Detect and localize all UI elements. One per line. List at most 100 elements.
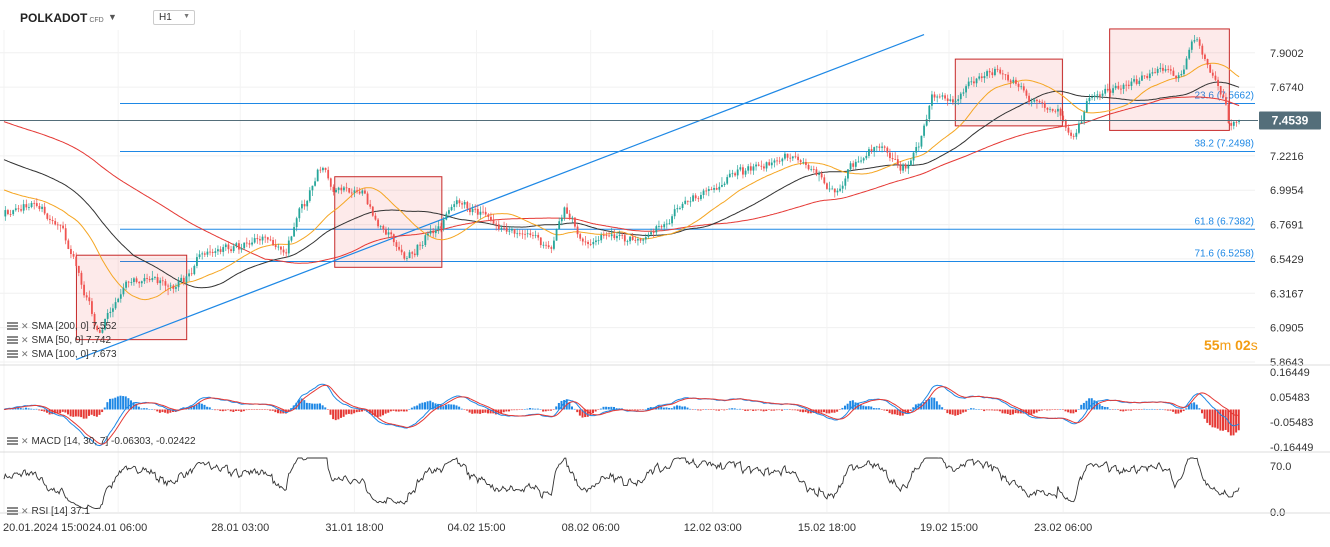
candle (983, 71, 986, 83)
symbol-selector[interactable]: POLKADOT CFD (20, 11, 104, 25)
candle (1206, 58, 1209, 69)
candle-body (25, 204, 28, 208)
close-icon[interactable]: ✕ (21, 436, 29, 446)
candle-body (245, 242, 248, 244)
macd-histogram-bar (103, 407, 106, 410)
candle (1204, 53, 1206, 62)
candle-body (844, 178, 847, 186)
macd-histogram-bar (447, 404, 450, 410)
candle (64, 223, 67, 245)
macd-histogram-bar (481, 409, 484, 414)
legend-sma50[interactable]: ✕ SMA [50, 0] 7.742 (7, 335, 111, 346)
candle (574, 217, 576, 229)
candle-body (623, 235, 626, 242)
candle (941, 92, 944, 100)
macd-histogram-bar (263, 409, 266, 410)
candle (427, 231, 429, 241)
candle-body (1148, 73, 1151, 78)
candle-body (369, 204, 372, 207)
macd-histogram-bar (1019, 409, 1022, 414)
candle-body (652, 232, 655, 233)
macd-histogram-bar (17, 407, 20, 410)
candle-body (198, 254, 201, 258)
candle-body (1156, 68, 1159, 73)
macd-histogram-bar (1082, 402, 1085, 410)
candle-body (1204, 54, 1206, 60)
close-icon[interactable]: ✕ (21, 349, 29, 359)
sma100-line (3, 81, 1240, 289)
candle (1054, 109, 1057, 114)
macd-histogram-bar (379, 409, 382, 417)
timeframe-selector[interactable]: H1 ▼ (153, 10, 195, 25)
legend-macd[interactable]: ✕ MACD [14, 30, 7] -0.06303, -0.02422 (7, 436, 196, 447)
macd-histogram-bar (1135, 409, 1138, 410)
macd-histogram-bar (1229, 409, 1232, 436)
candle-body (96, 326, 99, 331)
legend-sma100[interactable]: ✕ SMA [100, 0] 7.673 (7, 349, 117, 360)
candle-body (77, 265, 80, 273)
candle (403, 251, 406, 261)
candle (647, 232, 650, 239)
macd-histogram-bar (578, 409, 581, 416)
legend-sma200[interactable]: ✕ SMA [200, 0] 7.552 (7, 321, 117, 332)
candle-body (411, 252, 414, 254)
macd-histogram-bar (686, 407, 689, 410)
candle-body (1070, 132, 1072, 136)
candle-body (1025, 90, 1028, 96)
candle (597, 236, 600, 245)
candle (269, 235, 272, 242)
candle-body (891, 157, 894, 160)
macd-histogram-bar (715, 409, 718, 411)
candle (626, 239, 629, 246)
macd-tick-label: -0.05483 (1270, 417, 1313, 429)
candle (836, 188, 839, 196)
macd-histogram-bar (1153, 409, 1156, 410)
sma50-line (3, 62, 1240, 301)
macd-histogram-bar (589, 409, 592, 416)
candle-body (75, 256, 78, 266)
macd-histogram-bar (308, 403, 311, 410)
candle-body (915, 147, 918, 153)
candle-body (574, 217, 576, 227)
macd-histogram-bar (363, 409, 366, 411)
macd-histogram-bar (145, 408, 148, 410)
candle-body (980, 76, 983, 79)
candle (167, 283, 169, 296)
macd-histogram-bar (172, 409, 174, 413)
macd-histogram-bar (38, 409, 41, 411)
candle (928, 104, 931, 123)
candle-body (1041, 102, 1044, 104)
legend-rsi[interactable]: ✕ RSI [14] 37.1 (7, 506, 90, 517)
fib-label: 38.2 (7.2498) (1195, 139, 1255, 150)
candle-body (356, 190, 358, 192)
candle (870, 144, 873, 154)
macd-histogram-bar (274, 409, 277, 413)
candle-body (104, 318, 106, 330)
macd-histogram-bar (804, 409, 807, 413)
close-icon[interactable]: ✕ (21, 506, 29, 516)
candle-body (1017, 83, 1020, 87)
caret-down-icon[interactable]: ▼ (108, 12, 117, 22)
candle (902, 162, 904, 174)
candle (839, 184, 841, 193)
macd-histogram-bar (193, 405, 195, 410)
macd-histogram-bar (1056, 409, 1059, 410)
candle-body (579, 234, 582, 239)
macd-histogram-bar (893, 409, 896, 415)
candle (634, 236, 637, 244)
macd-histogram-bar (1138, 409, 1140, 410)
candle (1043, 100, 1046, 112)
close-icon[interactable]: ✕ (21, 335, 29, 345)
candle (994, 66, 996, 77)
sma200-line (3, 96, 1240, 264)
macd-histogram-bar (1185, 408, 1188, 410)
close-icon[interactable]: ✕ (21, 321, 29, 331)
candle-body (789, 157, 792, 159)
candle-body (243, 242, 246, 249)
macd-histogram-bar (518, 409, 521, 410)
macd-histogram-bar (1069, 409, 1072, 414)
candle (109, 307, 112, 318)
candle-body (728, 173, 731, 178)
candle-body (768, 162, 771, 166)
